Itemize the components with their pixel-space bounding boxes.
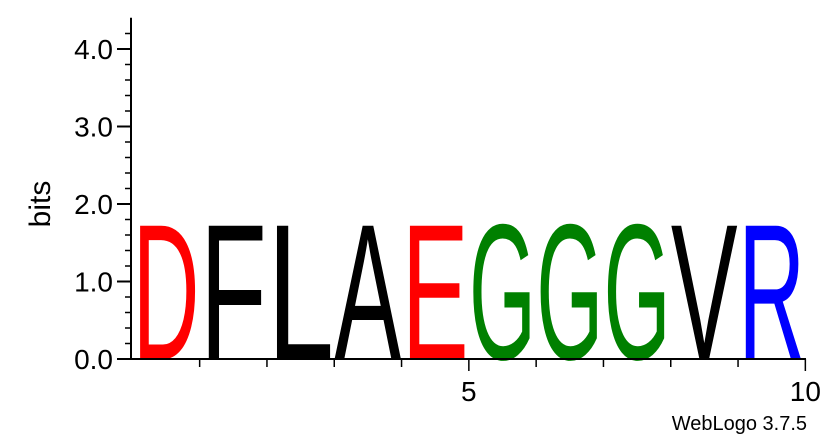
axes-layer: 0.0 1.0 2.0 3.0 4.0 bits 5 10	[24, 17, 821, 407]
x-tick-label: 10	[790, 376, 821, 407]
residue-g-pos-6: G	[469, 183, 536, 400]
x-tick-label: 5	[461, 376, 477, 407]
residue-v-pos-9: V	[671, 183, 738, 400]
weblogo-credit: WebLogo 3.7.5	[671, 413, 807, 435]
residue-g-pos-7: G	[536, 183, 603, 400]
residue-e-pos-5: E	[402, 183, 469, 400]
y-tick-label: 0.0	[74, 344, 113, 375]
residue-r-pos-10: R	[738, 184, 805, 401]
y-tick-label: 4.0	[74, 34, 113, 65]
y-tick-label: 2.0	[74, 189, 113, 220]
residue-a-pos-4: A	[334, 183, 401, 400]
residue-g-pos-8: G	[604, 183, 671, 400]
residue-l-pos-3: L	[267, 185, 334, 401]
residue-d-pos-1: D	[133, 184, 200, 401]
residue-f-pos-2: F	[200, 184, 267, 401]
y-tick-label: 3.0	[74, 112, 113, 143]
y-tick-label: 1.0	[74, 267, 113, 298]
y-axis-label: bits	[24, 181, 57, 228]
